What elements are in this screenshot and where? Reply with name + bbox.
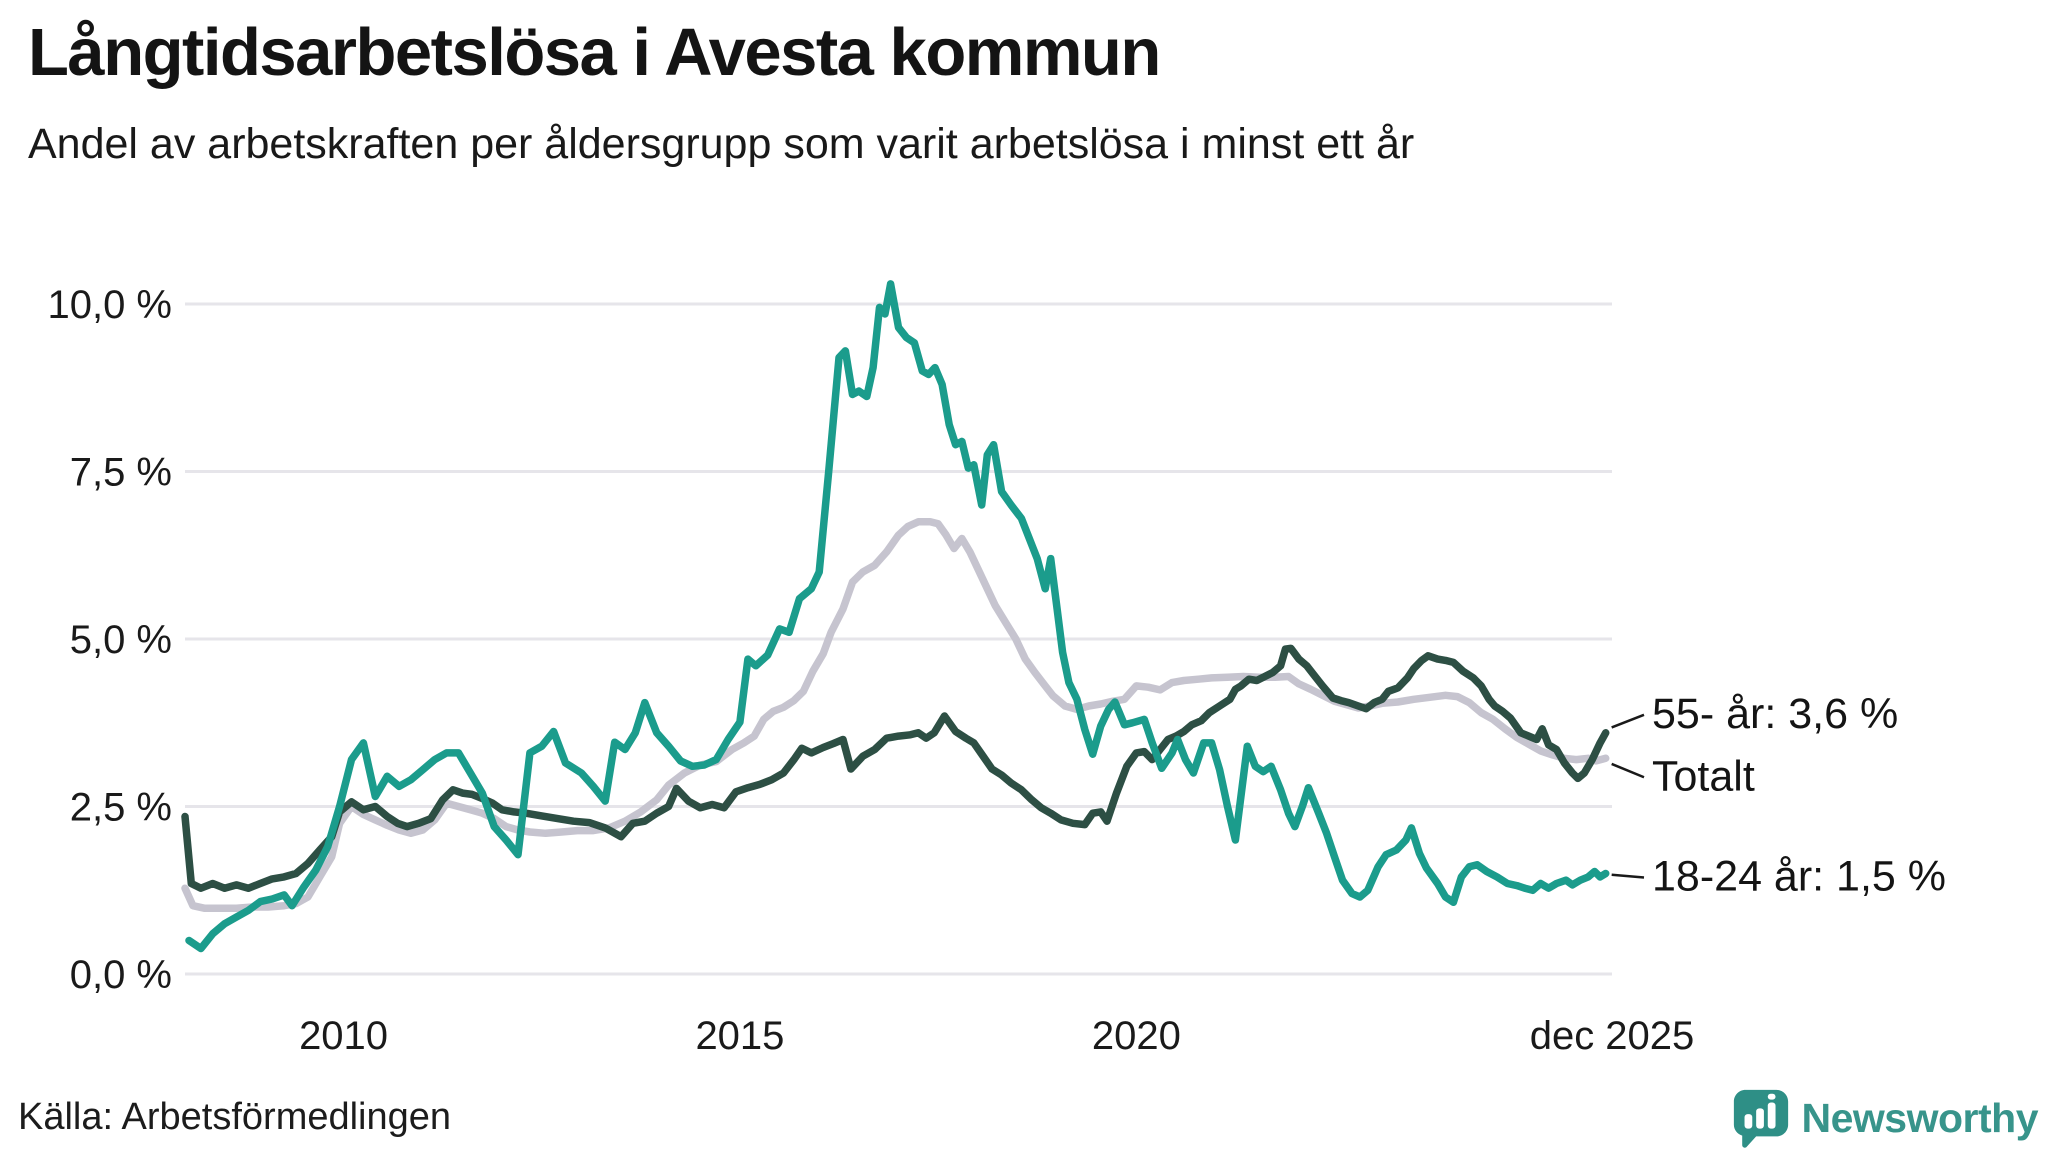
series-line-18-24-r [185, 280, 1610, 953]
x-tick-label: 2010 [299, 1014, 388, 1058]
x-tick-label: 2015 [695, 1014, 784, 1058]
label-leader-line-55-r [1611, 713, 1645, 729]
page-subtitle: Andel av arbetskraften per åldersgrupp s… [28, 120, 1415, 168]
y-tick-label: 5,0 % [70, 618, 172, 662]
series-line-55-r [181, 644, 1610, 892]
y-tick-label: 0,0 % [70, 953, 172, 997]
page-title: Långtidsarbetslösa i Avesta kommun [28, 15, 1161, 90]
newsworthy-pin-icon [1733, 1089, 1788, 1148]
series-end-label-totalt: Totalt [1652, 752, 1755, 800]
y-tick-label: 2,5 % [70, 786, 172, 830]
brand-logo: Newsworthy [1730, 1086, 2039, 1150]
x-tick-label: 2020 [1092, 1014, 1181, 1058]
series-end-label-55-r: 55- år: 3,6 % [1652, 690, 1898, 738]
x-tick-label: dec 2025 [1530, 1014, 1695, 1058]
source-note: Källa: Arbetsförmedlingen [18, 1096, 452, 1138]
y-tick-label: 7,5 % [70, 451, 172, 495]
label-leader-line-18-24-r [1611, 873, 1645, 879]
label-leader-line-totalt [1611, 762, 1645, 779]
series-end-label-18-24-r: 18-24 år: 1,5 % [1652, 853, 1946, 901]
brand-name: Newsworthy [1801, 1094, 2039, 1141]
y-tick-label: 10,0 % [47, 283, 172, 327]
